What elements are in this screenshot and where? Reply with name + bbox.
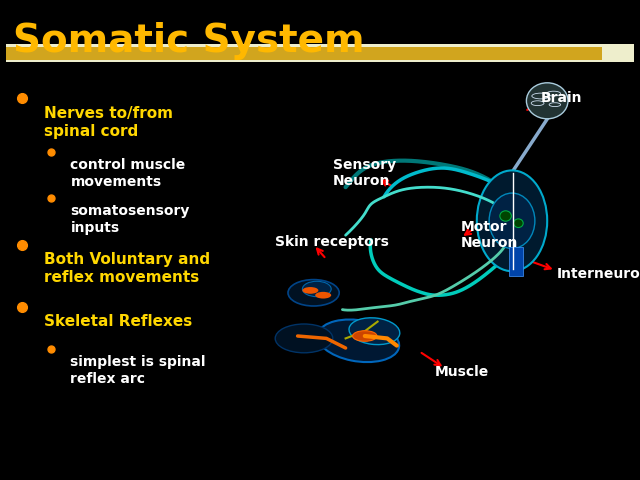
Text: Skeletal Reflexes: Skeletal Reflexes bbox=[44, 314, 192, 329]
Text: Both Voluntary and
reflex movements: Both Voluntary and reflex movements bbox=[44, 252, 210, 285]
Ellipse shape bbox=[275, 324, 333, 353]
Ellipse shape bbox=[477, 170, 547, 271]
Text: Motor
Neuron: Motor Neuron bbox=[461, 220, 518, 250]
Text: Nerves to/from
spinal cord: Nerves to/from spinal cord bbox=[44, 106, 173, 139]
Text: Interneuron: Interneuron bbox=[557, 266, 640, 281]
Text: Brain: Brain bbox=[541, 91, 582, 106]
Text: Sensory
Neuron: Sensory Neuron bbox=[333, 158, 396, 188]
Text: somatosensory
inputs: somatosensory inputs bbox=[70, 204, 190, 235]
Text: Skin receptors: Skin receptors bbox=[275, 235, 389, 250]
Ellipse shape bbox=[303, 281, 332, 297]
Ellipse shape bbox=[527, 83, 568, 119]
Ellipse shape bbox=[489, 193, 535, 249]
FancyBboxPatch shape bbox=[6, 47, 602, 60]
Ellipse shape bbox=[500, 211, 511, 221]
Text: simplest is spinal
reflex arc: simplest is spinal reflex arc bbox=[70, 355, 206, 386]
Text: Muscle: Muscle bbox=[435, 365, 490, 379]
FancyBboxPatch shape bbox=[509, 247, 523, 276]
Ellipse shape bbox=[288, 279, 339, 306]
Ellipse shape bbox=[349, 318, 400, 345]
Text: Somatic System: Somatic System bbox=[13, 22, 364, 60]
Text: control muscle
movements: control muscle movements bbox=[70, 158, 186, 189]
Ellipse shape bbox=[315, 292, 332, 299]
Ellipse shape bbox=[302, 287, 319, 294]
FancyBboxPatch shape bbox=[6, 44, 634, 62]
Ellipse shape bbox=[317, 320, 399, 362]
Ellipse shape bbox=[514, 219, 524, 228]
Ellipse shape bbox=[353, 331, 377, 341]
